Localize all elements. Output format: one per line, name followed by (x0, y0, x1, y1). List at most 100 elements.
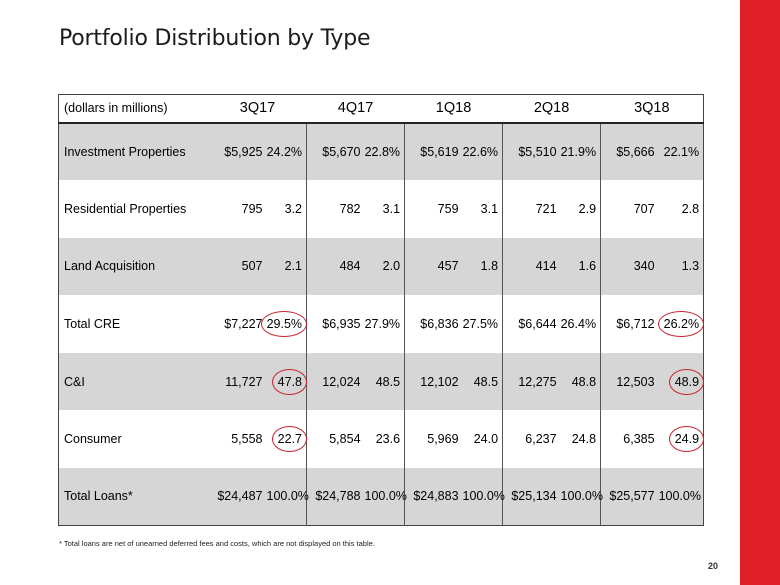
percent-cell: 27.9% (364, 317, 401, 331)
amount-cell: 11,727 (208, 352, 267, 411)
percent-cell: 29.5% (260, 295, 308, 353)
amount-cell: $7,227 (224, 317, 263, 331)
percent-cell: 22.1% (658, 122, 704, 181)
quarter-header: 4Q17 (306, 94, 405, 124)
amount-cell: $24,883 (404, 467, 463, 526)
amount-cell: 5,854 (306, 410, 365, 468)
row-label: Land Acquisition (58, 237, 209, 296)
amount-cell: 340 (600, 237, 659, 296)
amount-cell: 12,024 (306, 352, 365, 411)
percent-cell: 100.0% (560, 467, 603, 526)
table-row: Investment Properties $5,925 24.2% $5,67… (58, 122, 704, 181)
row-label: Consumer (64, 432, 122, 447)
percent-cell: 2.1 (266, 237, 307, 296)
amount-cell: 414 (502, 237, 561, 296)
percent-cell: 24.0 (473, 432, 499, 447)
percent-cell: 26.2% (657, 295, 705, 353)
percent-cell: 21.9% (560, 122, 601, 181)
percent-cell: 22.6% (462, 122, 503, 181)
amount-cell: $5,666 (600, 122, 659, 181)
page-title: Portfolio Distribution by Type (59, 26, 371, 51)
amount-cell: $24,788 (306, 467, 365, 526)
percent-cell: 3.1 (480, 201, 499, 216)
table-row: Consumer 5,558 22.7 5,854 23.6 5,969 24.… (59, 410, 705, 468)
percent-cell: 2.9 (578, 201, 597, 216)
amount-cell: 5,558 (231, 432, 263, 447)
footnote: * Total loans are net of unearned deferr… (59, 539, 375, 548)
percent-cell: 100.0% (462, 467, 505, 526)
amount-cell: $25,577 (600, 467, 659, 526)
amount-cell: 795 (241, 201, 263, 216)
table-row: Total Loans* $24,487 100.0% $24,788 100.… (58, 467, 704, 526)
quarter-header: 3Q17 (208, 94, 307, 124)
amount-cell: $6,836 (404, 295, 463, 353)
percent-cell: 24.2% (266, 122, 307, 181)
percent-cell: 24.9 (659, 410, 705, 468)
amount-cell: 507 (208, 237, 267, 296)
highlight-circle: 26.2% (657, 311, 705, 337)
amount-cell: 12,503 (600, 352, 659, 411)
amount-cell: $24,487 (208, 467, 267, 526)
quarter-header: 2Q18 (502, 94, 601, 124)
amount-cell: 5,969 (404, 410, 463, 468)
percent-cell: 1.6 (560, 237, 601, 296)
table-row: Total CRE $7,227 29.5% $6,935 27.9% $6,8… (59, 295, 705, 353)
percent-cell: 1.3 (658, 237, 704, 296)
percent-cell: 48.9 (658, 352, 705, 411)
portfolio-table: (dollars in millions) 3Q17 4Q17 1Q18 2Q1… (58, 94, 705, 526)
amount-cell: 782 (306, 180, 365, 238)
amount-cell: $5,510 (502, 122, 561, 181)
page-number: 20 (708, 561, 719, 571)
percent-cell: 48.8 (560, 352, 601, 411)
amount-cell: 12,102 (404, 352, 463, 411)
amount-cell: 6,385 (600, 410, 659, 468)
percent-cell: 23.6 (375, 432, 401, 447)
amount-cell: 484 (306, 237, 365, 296)
row-label: C&I (58, 352, 209, 411)
amount-cell: 6,237 (502, 410, 561, 468)
percent-cell: 1.8 (462, 237, 503, 296)
row-label: Total CRE (64, 317, 121, 331)
amount-cell: 707 (600, 180, 659, 238)
percent-cell: 27.5% (462, 317, 499, 331)
amount-cell: $6,712 (600, 295, 659, 353)
percent-cell: 100.0% (266, 467, 309, 526)
amount-cell: $6,935 (306, 295, 365, 353)
percent-cell: 24.8 (571, 432, 597, 447)
red-side-bar (740, 0, 780, 585)
table-row: C&I 11,727 47.8 12,024 48.5 12,102 48.5 … (58, 352, 705, 411)
percent-cell: 2.0 (364, 237, 405, 296)
amount-cell: $5,670 (306, 122, 365, 181)
amount-cell: $25,134 (502, 467, 561, 526)
percent-cell: 100.0% (658, 467, 704, 526)
percent-cell: 22.7 (267, 410, 308, 468)
percent-cell: 48.5 (364, 352, 405, 411)
quarter-header: 1Q18 (404, 94, 503, 124)
highlight-circle: 24.9 (668, 426, 705, 453)
amount-cell: $5,925 (208, 122, 267, 181)
row-label: Total Loans* (58, 467, 209, 526)
amount-cell: $5,619 (404, 122, 463, 181)
percent-cell: 47.8 (266, 352, 308, 411)
percent-cell: 22.8% (364, 122, 405, 181)
percent-cell: 26.4% (560, 317, 597, 331)
amount-cell: 12,275 (502, 352, 561, 411)
percent-cell: 3.2 (284, 201, 303, 216)
percent-cell: 48.5 (462, 352, 503, 411)
percent-cell: 100.0% (364, 467, 407, 526)
highlight-circle: 47.8 (271, 368, 308, 395)
highlight-circle: 48.9 (668, 368, 705, 395)
row-label: Investment Properties (58, 122, 209, 181)
table-row: Land Acquisition 507 2.1 484 2.0 457 1.8… (58, 237, 704, 296)
percent-cell: 2.8 (681, 201, 700, 216)
amount-cell: 721 (502, 180, 561, 238)
table-header-row: (dollars in millions) 3Q17 4Q17 1Q18 2Q1… (58, 94, 704, 124)
percent-cell: 3.1 (382, 201, 401, 216)
row-label: Residential Properties (64, 201, 187, 216)
amount-cell: 457 (404, 237, 463, 296)
amount-cell: $6,644 (502, 295, 561, 353)
quarter-header: 3Q18 (600, 94, 704, 124)
highlight-circle: 22.7 (271, 426, 308, 453)
highlight-circle: 29.5% (260, 311, 308, 337)
unit-label: (dollars in millions) (58, 94, 209, 124)
